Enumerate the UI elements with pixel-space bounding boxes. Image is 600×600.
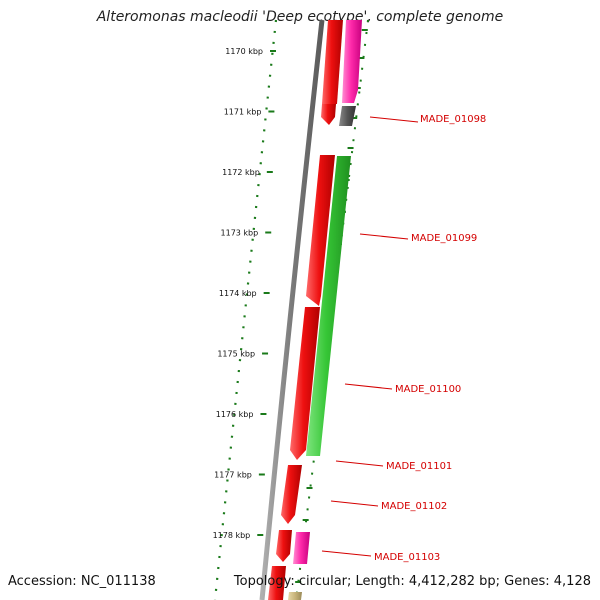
gene-feature bbox=[276, 530, 292, 562]
kbp-tick-label: 1176 kbp bbox=[216, 410, 254, 419]
gene-callout-line bbox=[359, 233, 409, 240]
gene-label[interactable]: MADE_01100 bbox=[395, 384, 461, 395]
feature-track-outer bbox=[288, 20, 362, 600]
gene-feature bbox=[306, 155, 335, 306]
gene-feature bbox=[339, 106, 356, 126]
feature-track-inner bbox=[268, 20, 343, 600]
gene-label[interactable]: MADE_01102 bbox=[381, 501, 447, 512]
kbp-tick-label: 1178 kbp bbox=[213, 531, 251, 540]
gene-feature bbox=[290, 307, 320, 460]
kbp-tick-label: 1170 kbp bbox=[225, 47, 263, 56]
gene-callout-line bbox=[330, 500, 379, 507]
gene-feature bbox=[281, 465, 302, 524]
genome-summary-text: Topology: circular; Length: 4,412,282 bp… bbox=[233, 574, 591, 589]
gene-label[interactable]: MADE_01101 bbox=[386, 461, 452, 472]
gene-callout-line bbox=[344, 383, 393, 390]
gene-feature bbox=[321, 104, 336, 125]
kbp-tick-label: 1173 kbp bbox=[221, 229, 259, 238]
accession-text: Accession: NC_011138 bbox=[8, 574, 156, 589]
map-title: Alteromonas macleodii 'Deep ecotype', co… bbox=[96, 9, 504, 25]
kbp-tick-label: 1171 kbp bbox=[224, 108, 262, 117]
gene-label[interactable]: MADE_01098 bbox=[420, 114, 486, 125]
gene-callout-line bbox=[369, 116, 419, 123]
kbp-tick-label: 1174 kbp bbox=[219, 289, 257, 298]
gene-callout-line bbox=[321, 550, 372, 557]
gene-label[interactable]: MADE_01103 bbox=[374, 552, 440, 563]
genome-backbone bbox=[259, 19, 325, 600]
kbp-tick-label: 1177 kbp bbox=[214, 471, 252, 480]
kbp-tick-label: 1172 kbp bbox=[222, 168, 260, 177]
gene-feature bbox=[342, 20, 362, 103]
kbp-tick-label: 1175 kbp bbox=[217, 350, 255, 359]
gene-feature bbox=[306, 156, 351, 456]
gene-feature bbox=[288, 592, 302, 600]
outer-dotted-arc bbox=[295, 19, 369, 600]
gene-callout-line bbox=[335, 460, 384, 467]
gene-feature bbox=[322, 20, 343, 104]
gene-feature bbox=[268, 566, 286, 600]
gene-labels: MADE_01098 MADE_01099 MADE_01100 MADE_01101… bbox=[321, 114, 486, 563]
gene-label[interactable]: MADE_01099 bbox=[411, 233, 477, 244]
gene-feature bbox=[293, 532, 310, 564]
